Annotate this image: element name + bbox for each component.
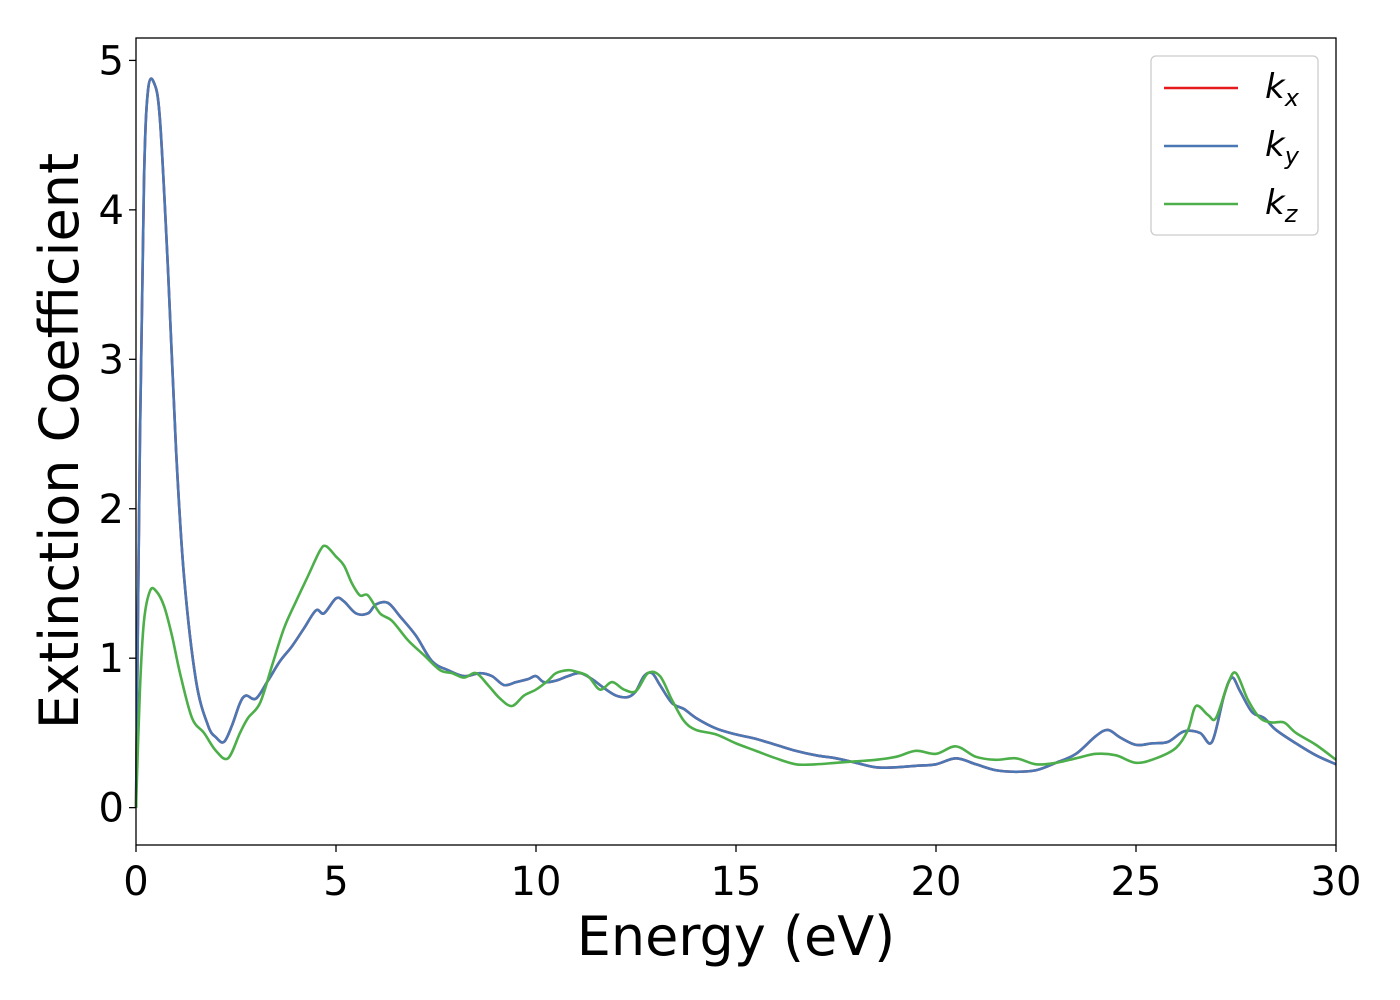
legend: kx ky kz: [1150, 55, 1319, 236]
x-tick-label: 25: [1111, 859, 1162, 905]
x-axis-title: Energy (eV): [577, 905, 896, 968]
x-tick-label: 5: [323, 859, 348, 905]
y-tick-label: 2: [99, 487, 124, 533]
x-tick-label: 10: [511, 859, 562, 905]
y-tick-label: 1: [99, 636, 124, 682]
y-tick-label: 5: [99, 38, 124, 84]
x-axis: 0 5 10 15 20 25 30: [123, 845, 1361, 905]
x-tick-label: 15: [711, 859, 762, 905]
x-tick-label: 0: [123, 859, 148, 905]
x-tick-label: 30: [1311, 859, 1362, 905]
y-tick-label: 0: [99, 786, 124, 832]
series-layer: [134, 77, 1337, 808]
legend-label-y: ky: [1265, 125, 1300, 170]
y-tick-label: 3: [99, 337, 124, 383]
y-tick-label: 4: [99, 188, 124, 234]
series-line-z: [134, 544, 1337, 808]
x-tick-label: 20: [911, 859, 962, 905]
legend-label-x: kx: [1265, 67, 1300, 112]
y-axis-title: Extinction Coefficient: [28, 153, 91, 729]
y-axis: 0 1 2 3 4 5: [99, 38, 136, 832]
plot-area-background: [136, 38, 1336, 845]
legend-label-z: kz: [1265, 183, 1299, 228]
